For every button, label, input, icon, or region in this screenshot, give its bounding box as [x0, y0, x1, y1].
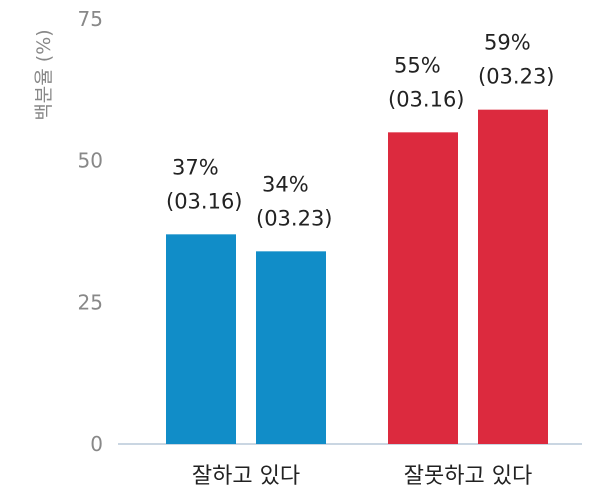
- data-labels: 37% (03.16) 34% (03.23) 55% (03.16) 59% (03.23): [166, 31, 555, 231]
- y-tick-label: 25: [78, 290, 103, 314]
- category-labels: 잘하고 있다 잘못하고 있다: [192, 464, 532, 489]
- bar: [388, 132, 458, 445]
- category-label: 잘못하고 있다: [404, 464, 532, 489]
- data-label-value: 59%: [484, 31, 531, 55]
- y-tick-label: 75: [78, 7, 103, 31]
- y-axis-title: 백분율 (%): [33, 29, 55, 120]
- data-label-value: 55%: [394, 53, 441, 77]
- bar: [166, 234, 236, 444]
- bars: [166, 109, 548, 445]
- category-label: 잘하고 있다: [192, 464, 300, 489]
- bar: [478, 109, 548, 445]
- y-tick-label: 50: [78, 149, 103, 173]
- data-label-date: (03.23): [256, 206, 333, 230]
- data-label-date: (03.23): [478, 65, 555, 89]
- data-label-date: (03.16): [166, 189, 243, 213]
- y-tick-label: 0: [90, 432, 103, 456]
- y-axis: 0 25 50 75: [78, 7, 103, 456]
- bar: [256, 251, 326, 444]
- data-label-date: (03.16): [388, 87, 465, 111]
- data-label-value: 34%: [262, 172, 309, 196]
- data-label-value: 37%: [172, 155, 219, 179]
